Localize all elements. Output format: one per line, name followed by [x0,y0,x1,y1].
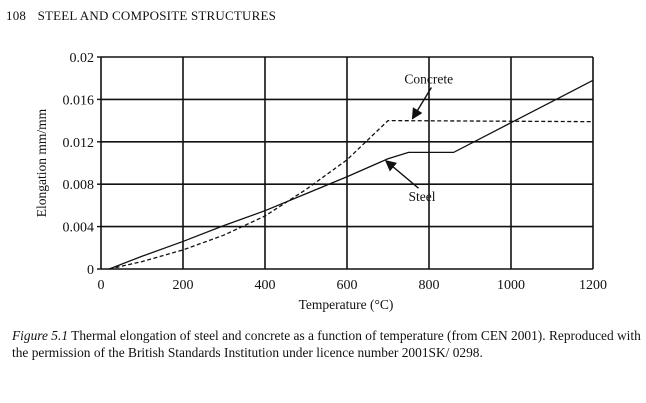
running-header: 108 STEEL AND COMPOSITE STRUCTURES [6,8,276,24]
running-title: STEEL AND COMPOSITE STRUCTURES [37,8,277,23]
steel-arrow-icon [384,159,419,189]
caption-text: Thermal elongation of steel and concrete… [12,328,641,360]
steel-annotation-label: Steel [409,189,436,204]
x-tick-label: 1000 [497,278,525,293]
x-tick-label: 400 [255,278,276,293]
x-tick-label: 800 [419,278,440,293]
x-tick-label: 200 [173,278,194,293]
concrete-line [109,119,594,270]
concrete-arrow-icon [411,87,432,120]
y-tick-label: 0 [87,263,94,278]
x-tick-label: 1200 [579,278,607,293]
x-tick-label: 0 [98,278,105,293]
x-tick-label: 600 [337,278,358,293]
annotations: Concrete Steel [384,72,453,204]
y-tick-label: 0.012 [63,136,95,151]
tick-labels: 0 200 400 600 800 1000 1200 0 0.004 0.008 0.012 0.0… [63,51,608,293]
grid [97,56,594,270]
steel-line [108,79,594,270]
y-tick-label: 0.004 [63,221,95,236]
y-tick-label: 0.02 [70,51,95,66]
concrete-annotation-label: Concrete [404,72,453,87]
figure-caption: Figure 5.1 Thermal elongation of steel a… [12,327,642,361]
y-axis-label: Elongation mm/mm [34,108,49,217]
page-number: 108 [6,8,27,23]
x-axis-label: Temperature (°C) [299,297,394,312]
figure-label: Figure 5.1 [12,328,69,343]
elongation-chart: 0 200 400 600 800 1000 1200 0 0.004 0.008 0.012 0.0… [34,51,608,312]
y-tick-label: 0.016 [63,93,95,108]
y-tick-label: 0.008 [63,178,95,193]
series [108,79,594,270]
